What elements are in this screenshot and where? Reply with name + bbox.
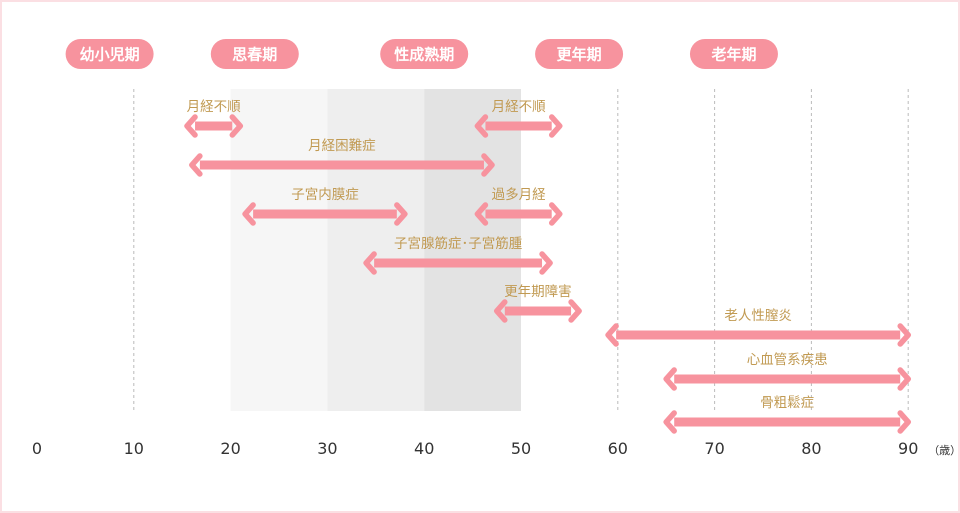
- arrowhead-left-9: [663, 410, 677, 434]
- disease-label-3: 子宮内膜症: [291, 187, 359, 203]
- arrowhead-left-0: [184, 114, 198, 138]
- arrowhead-right-5: [539, 251, 553, 275]
- disease-range-8: 心血管系疾患: [663, 352, 911, 391]
- arrowhead-left-5: [363, 251, 377, 275]
- arrowhead-left-7: [605, 323, 619, 347]
- arrowhead-left-1: [474, 114, 489, 138]
- arrowhead-left-4: [474, 202, 489, 226]
- disease-label-4: 過多月経: [492, 186, 546, 203]
- x-tick-30: 30: [317, 439, 337, 458]
- disease-label-0: 月経不順: [187, 99, 241, 115]
- x-tick-80: 80: [801, 439, 821, 458]
- disease-range-4: 過多月経: [474, 186, 563, 226]
- disease-label-1: 月経不順: [492, 99, 546, 115]
- disease-label-5: 子宮腺筋症･子宮筋腫: [394, 235, 522, 252]
- disease-label-2: 月経困難症: [308, 138, 376, 154]
- life-stage-pill-3: [535, 39, 624, 69]
- disease-range-0: 月経不順: [184, 99, 244, 138]
- disease-range-3: 子宮内膜症: [242, 187, 408, 226]
- arrowhead-right-2: [481, 153, 495, 177]
- disease-range-5: 子宮腺筋症･子宮筋腫: [363, 235, 553, 275]
- x-tick-90: 90: [898, 439, 918, 458]
- age-band-0: [230, 89, 328, 411]
- life-stage-label-2: 性成熟期: [394, 46, 454, 64]
- disease-range-2: 月経困難症: [189, 138, 495, 177]
- x-tick-50: 50: [511, 439, 531, 458]
- disease-label-7: 老人性膣炎: [724, 307, 792, 324]
- life-stage-label-4: 老年期: [710, 46, 756, 64]
- x-tick-60: 60: [608, 439, 628, 458]
- disease-range-1: 月経不順: [474, 99, 563, 138]
- x-tick-70: 70: [704, 439, 724, 458]
- arrowhead-right-0: [229, 114, 244, 138]
- arrowhead-left-3: [242, 202, 256, 226]
- disease-label-6: 更年期障害: [504, 284, 572, 300]
- x-tick-20: 20: [220, 439, 240, 458]
- x-axis-unit: （歳）: [928, 444, 960, 457]
- x-tick-0: 0: [32, 439, 42, 458]
- life-stage-pill-4: [689, 39, 778, 69]
- x-tick-40: 40: [414, 439, 434, 458]
- life-stage-label-0: 幼小児期: [80, 46, 140, 64]
- x-tick-10: 10: [124, 439, 144, 458]
- arrowhead-left-6: [494, 299, 508, 323]
- life-stage-pill-0: [65, 39, 154, 69]
- age-band-2: [424, 89, 521, 411]
- life-stage-label-1: 思春期: [232, 46, 277, 64]
- x-axis: （歳） 0 10 20 30 40 50 60 70 80 90: [32, 439, 960, 458]
- life-stage-label-3: 更年期: [557, 46, 602, 64]
- disease-range-7: 老人性膣炎: [605, 307, 911, 347]
- arrowhead-right-1: [548, 114, 563, 138]
- arrowhead-right-8: [897, 367, 911, 391]
- age-band-group: [230, 89, 521, 411]
- arrowhead-right-4: [548, 202, 563, 226]
- life-stage-group: 幼小児期 思春期 性成熟期 更年期 老年期: [65, 39, 778, 69]
- age-band-1: [327, 89, 425, 411]
- arrowhead-left-2: [189, 153, 203, 177]
- disease-label-9: 骨粗鬆症: [760, 395, 814, 411]
- arrowhead-right-6: [568, 299, 582, 323]
- disease-range-6: 更年期障害: [494, 284, 582, 323]
- arrowhead-right-9: [897, 410, 911, 434]
- disease-range-9: 骨粗鬆症: [663, 395, 911, 434]
- arrowhead-right-7: [897, 323, 911, 347]
- disease-label-8: 心血管系疾患: [747, 352, 828, 368]
- life-stage-pill-2: [380, 39, 469, 69]
- arrowhead-left-8: [663, 367, 677, 391]
- arrowhead-right-3: [394, 202, 408, 226]
- life-stage-pill-1: [210, 39, 299, 69]
